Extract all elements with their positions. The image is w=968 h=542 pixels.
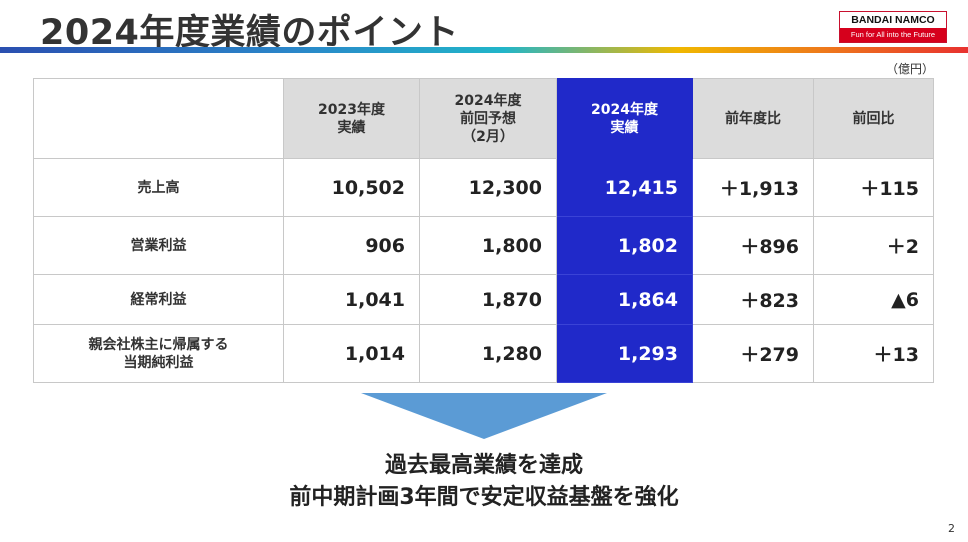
conclusion-line-1: 過去最高業績を達成 [384, 453, 583, 478]
value-cell-highlight: 1,293 [556, 324, 693, 383]
down-arrow-icon [361, 393, 607, 439]
title-color-rule [0, 47, 968, 53]
unit-label: （億円） [885, 62, 934, 76]
value-cell: ＋13 [813, 324, 934, 383]
table-row-ordinary-income: 経常利益 1,041 1,870 1,864 ＋823 ▲6 [33, 274, 934, 325]
value-cell-highlight: 1,864 [556, 274, 693, 325]
row-label-text: 経常利益 [130, 291, 187, 308]
conclusion-line-2: 前中期計画3年間で安定収益基盤を強化 [289, 485, 679, 510]
value-cell: 10,502 [283, 158, 420, 217]
bandai-namco-logo: BANDAI NAMCO Fun for All into the Future [839, 11, 947, 43]
value-cell: ＋1,913 [692, 158, 814, 217]
logo-wordmark: BANDAI NAMCO [851, 14, 935, 26]
value-cell: ▲6 [813, 274, 934, 325]
value-cell: 1,870 [419, 274, 557, 325]
header-corner-cell [33, 78, 284, 159]
value-cell: ＋896 [692, 216, 814, 275]
col-header-line: 前回比 [852, 110, 895, 127]
table-row-net-sales: 売上高 10,502 12,300 12,415 ＋1,913 ＋115 [33, 158, 934, 217]
value-cell: ＋115 [813, 158, 934, 217]
col-header-vs-forecast: 前回比 [813, 78, 934, 159]
value-cell: 1,041 [283, 274, 420, 325]
row-label-text: 当期純利益 [123, 354, 194, 371]
logo-tagline: Fun for All into the Future [840, 28, 946, 42]
col-header-2023-actual: 2023年度 実績 [283, 78, 420, 159]
col-header-line: （2月） [462, 128, 514, 145]
row-label-text: 営業利益 [130, 237, 187, 254]
value-cell: ＋2 [813, 216, 934, 275]
value-cell: 1,014 [283, 324, 420, 383]
col-header-line: 2024年度 [591, 101, 658, 118]
row-label: 営業利益 [33, 216, 284, 275]
value-cell: 12,300 [419, 158, 557, 217]
row-label-text: 親会社株主に帰属する [88, 336, 229, 353]
value-cell: ＋823 [692, 274, 814, 325]
value-cell: 1,800 [419, 216, 557, 275]
value-cell-highlight: 12,415 [556, 158, 693, 217]
value-cell: 906 [283, 216, 420, 275]
table-row-net-income: 親会社株主に帰属する 当期純利益 1,014 1,280 1,293 ＋279 … [33, 324, 934, 383]
col-header-line: 実績 [610, 119, 639, 136]
page-title: 2024年度業績のポイント [40, 13, 459, 53]
col-header-line: 2024年度 [454, 92, 522, 109]
row-label: 親会社株主に帰属する 当期純利益 [33, 324, 284, 383]
results-table: 2023年度 実績 2024年度 前回予想 （2月） 2024年度 実績 前年度… [33, 78, 934, 383]
col-header-yoy: 前年度比 [692, 78, 814, 159]
table-row-operating-income: 営業利益 906 1,800 1,802 ＋896 ＋2 [33, 216, 934, 275]
col-header-2024-forecast: 2024年度 前回予想 （2月） [419, 78, 557, 159]
col-header-2024-actual: 2024年度 実績 [556, 78, 693, 159]
value-cell: 1,280 [419, 324, 557, 383]
col-header-line: 前年度比 [725, 110, 781, 127]
page-number: 2 [948, 522, 955, 535]
col-header-line: 実績 [337, 119, 366, 136]
conclusion-text: 過去最高業績を達成 前中期計画3年間で安定収益基盤を強化 [0, 450, 968, 514]
value-cell: ＋279 [692, 324, 814, 383]
value-cell-highlight: 1,802 [556, 216, 693, 275]
row-label: 売上高 [33, 158, 284, 217]
col-header-line: 2023年度 [318, 101, 385, 118]
col-header-line: 前回予想 [460, 110, 516, 127]
row-label: 経常利益 [33, 274, 284, 325]
row-label-text: 売上高 [137, 179, 180, 196]
